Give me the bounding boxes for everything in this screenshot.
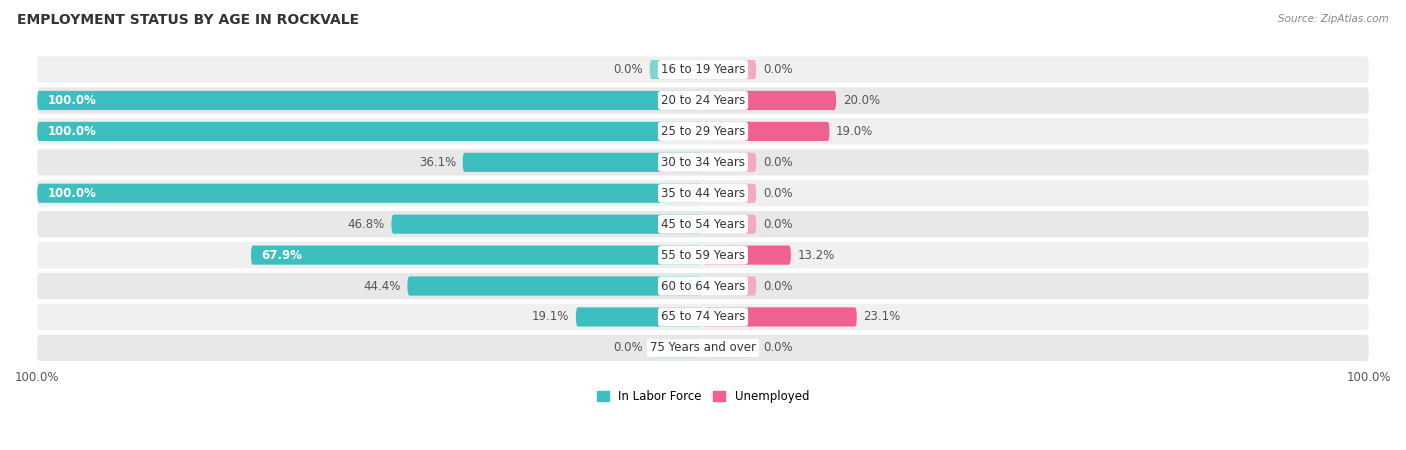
FancyBboxPatch shape (37, 87, 1369, 113)
Text: 0.0%: 0.0% (763, 187, 793, 200)
FancyBboxPatch shape (703, 122, 830, 141)
FancyBboxPatch shape (703, 276, 756, 296)
Text: 60 to 64 Years: 60 to 64 Years (661, 279, 745, 292)
Text: 35 to 44 Years: 35 to 44 Years (661, 187, 745, 200)
Text: 20.0%: 20.0% (842, 94, 880, 107)
FancyBboxPatch shape (703, 307, 856, 327)
Text: 19.1%: 19.1% (531, 310, 569, 324)
FancyBboxPatch shape (37, 304, 1369, 330)
FancyBboxPatch shape (37, 335, 1369, 361)
FancyBboxPatch shape (37, 180, 1369, 207)
FancyBboxPatch shape (37, 118, 1369, 144)
FancyBboxPatch shape (37, 184, 703, 203)
Text: 19.0%: 19.0% (837, 125, 873, 138)
FancyBboxPatch shape (463, 153, 703, 172)
FancyBboxPatch shape (37, 149, 1369, 176)
Text: 46.8%: 46.8% (347, 218, 385, 231)
Text: 45 to 54 Years: 45 to 54 Years (661, 218, 745, 231)
Text: 13.2%: 13.2% (797, 248, 835, 261)
Text: 20 to 24 Years: 20 to 24 Years (661, 94, 745, 107)
Text: 100.0%: 100.0% (48, 187, 96, 200)
Text: 0.0%: 0.0% (613, 63, 643, 76)
FancyBboxPatch shape (703, 184, 756, 203)
Text: 36.1%: 36.1% (419, 156, 456, 169)
Text: 100.0%: 100.0% (48, 125, 96, 138)
FancyBboxPatch shape (703, 246, 792, 265)
Text: Source: ZipAtlas.com: Source: ZipAtlas.com (1278, 14, 1389, 23)
FancyBboxPatch shape (391, 215, 703, 234)
FancyBboxPatch shape (650, 60, 703, 79)
FancyBboxPatch shape (703, 215, 756, 234)
FancyBboxPatch shape (37, 122, 703, 141)
Text: 0.0%: 0.0% (763, 342, 793, 354)
FancyBboxPatch shape (37, 211, 1369, 237)
Text: 55 to 59 Years: 55 to 59 Years (661, 248, 745, 261)
FancyBboxPatch shape (703, 91, 837, 110)
Text: 0.0%: 0.0% (763, 156, 793, 169)
FancyBboxPatch shape (650, 338, 703, 357)
Text: 67.9%: 67.9% (262, 248, 302, 261)
Text: 0.0%: 0.0% (763, 218, 793, 231)
FancyBboxPatch shape (37, 56, 1369, 83)
Text: 30 to 34 Years: 30 to 34 Years (661, 156, 745, 169)
Text: 25 to 29 Years: 25 to 29 Years (661, 125, 745, 138)
FancyBboxPatch shape (37, 273, 1369, 299)
Text: 100.0%: 100.0% (48, 94, 96, 107)
Text: 16 to 19 Years: 16 to 19 Years (661, 63, 745, 76)
Text: 0.0%: 0.0% (763, 279, 793, 292)
FancyBboxPatch shape (703, 60, 756, 79)
FancyBboxPatch shape (37, 91, 703, 110)
Text: EMPLOYMENT STATUS BY AGE IN ROCKVALE: EMPLOYMENT STATUS BY AGE IN ROCKVALE (17, 14, 359, 27)
FancyBboxPatch shape (37, 242, 1369, 268)
FancyBboxPatch shape (703, 153, 756, 172)
FancyBboxPatch shape (576, 307, 703, 327)
Legend: In Labor Force, Unemployed: In Labor Force, Unemployed (592, 385, 814, 408)
Text: 44.4%: 44.4% (363, 279, 401, 292)
Text: 0.0%: 0.0% (763, 63, 793, 76)
Text: 23.1%: 23.1% (863, 310, 901, 324)
FancyBboxPatch shape (408, 276, 703, 296)
FancyBboxPatch shape (250, 246, 703, 265)
Text: 75 Years and over: 75 Years and over (650, 342, 756, 354)
Text: 65 to 74 Years: 65 to 74 Years (661, 310, 745, 324)
FancyBboxPatch shape (703, 338, 756, 357)
Text: 0.0%: 0.0% (613, 342, 643, 354)
